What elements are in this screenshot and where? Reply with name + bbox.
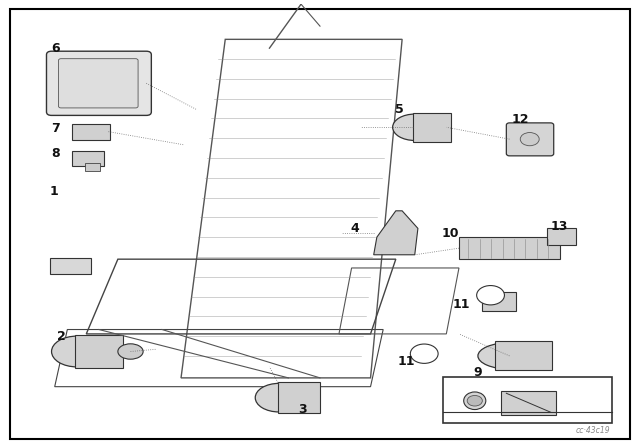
FancyBboxPatch shape [47, 51, 151, 116]
Ellipse shape [478, 343, 541, 369]
FancyBboxPatch shape [72, 124, 110, 140]
FancyBboxPatch shape [278, 382, 320, 414]
Text: 1: 1 [50, 185, 58, 198]
FancyBboxPatch shape [72, 151, 104, 166]
FancyBboxPatch shape [50, 258, 92, 274]
Text: 7: 7 [51, 122, 60, 135]
Text: 2: 2 [56, 330, 65, 343]
Ellipse shape [255, 383, 303, 412]
Text: 10: 10 [442, 227, 459, 240]
FancyBboxPatch shape [547, 228, 577, 245]
FancyBboxPatch shape [58, 59, 138, 108]
Ellipse shape [520, 133, 539, 146]
Text: 8: 8 [51, 147, 60, 160]
FancyBboxPatch shape [506, 123, 554, 156]
Ellipse shape [464, 392, 486, 409]
FancyBboxPatch shape [10, 9, 630, 439]
Text: 9: 9 [474, 366, 482, 379]
FancyBboxPatch shape [75, 335, 123, 368]
FancyBboxPatch shape [483, 292, 516, 311]
Ellipse shape [118, 344, 143, 359]
Ellipse shape [393, 114, 437, 141]
Text: 6: 6 [52, 42, 60, 55]
FancyBboxPatch shape [495, 341, 552, 370]
Polygon shape [459, 237, 560, 259]
Text: 13: 13 [550, 220, 568, 233]
Circle shape [477, 285, 504, 305]
Text: 12: 12 [511, 113, 529, 126]
Text: 11: 11 [446, 381, 464, 394]
Text: 4: 4 [350, 222, 359, 235]
Text: 11: 11 [397, 355, 415, 368]
Circle shape [467, 396, 483, 406]
Text: 5: 5 [394, 103, 403, 116]
Circle shape [410, 344, 438, 363]
FancyBboxPatch shape [413, 113, 451, 142]
FancyBboxPatch shape [443, 377, 612, 423]
Polygon shape [374, 211, 418, 255]
Ellipse shape [52, 336, 102, 367]
FancyBboxPatch shape [85, 164, 100, 171]
FancyBboxPatch shape [501, 391, 556, 415]
Text: 11: 11 [452, 297, 470, 310]
Text: 3: 3 [298, 403, 307, 416]
Text: cc·43c19: cc·43c19 [576, 426, 611, 435]
